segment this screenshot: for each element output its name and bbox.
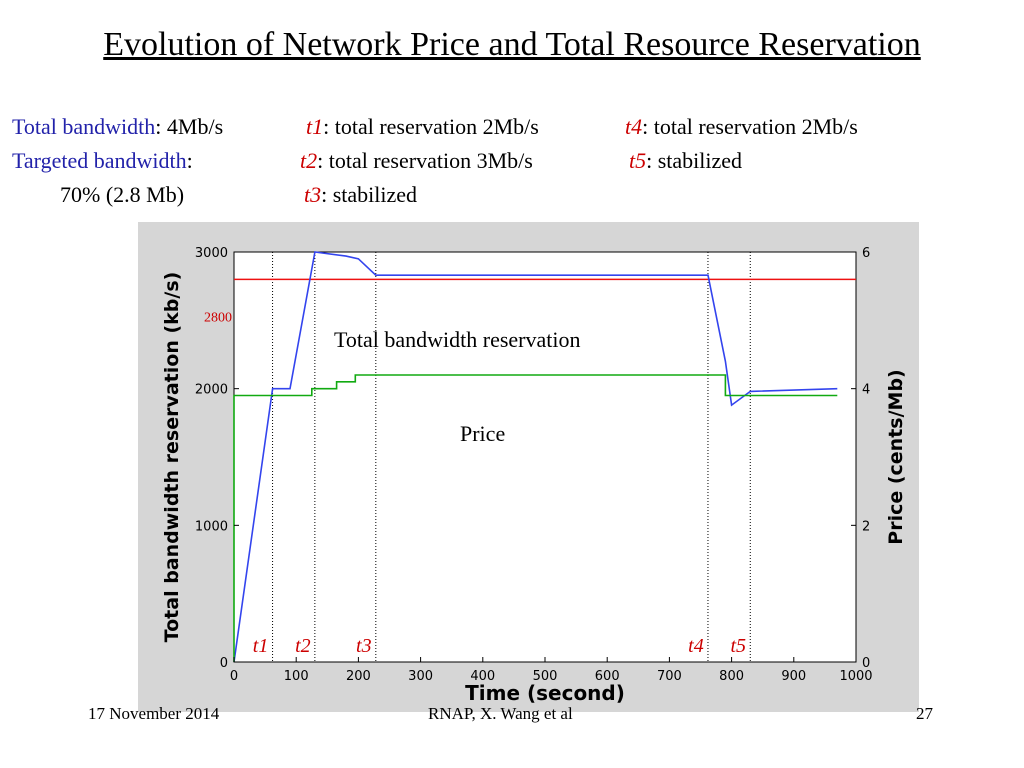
price-series-line — [233, 374, 838, 662]
total-bandwidth-label: Total bandwidth — [12, 114, 156, 139]
info-t5: t5: stabilized — [629, 148, 742, 174]
y-tick-label: 3000 — [195, 246, 228, 261]
x-tick-label: 300 — [408, 669, 433, 684]
x-tick-label: 800 — [719, 669, 744, 684]
targeted-bandwidth-label: Targeted bandwidth — [12, 148, 187, 173]
t4-text: : total reservation 2Mb/s — [642, 114, 858, 139]
x-tick-label: 100 — [284, 669, 309, 684]
footer-author: RNAP, X. Wang et al — [428, 704, 573, 723]
x-axis-label: Time (second) — [465, 681, 625, 705]
targeted-value: 70% (2.8 Mb) — [60, 182, 185, 207]
info-line-2: Targeted bandwidth: — [12, 148, 193, 174]
t1-label: t1 — [306, 114, 324, 139]
info-t4: t4: total reservation 2Mb/s — [625, 114, 858, 140]
series-group — [233, 251, 856, 663]
event-marker-label-t2: t2 — [295, 635, 311, 657]
info-t2: t2: total reservation 3Mb/s — [300, 148, 533, 174]
chart-labels: Time (second) Total bandwidth reservation… — [161, 272, 907, 705]
y2-tick-label: 0 — [862, 656, 870, 671]
footer-page-number: 27 — [916, 704, 933, 723]
x-tick-label: 600 — [595, 669, 620, 684]
y-tick-label: 0 — [220, 656, 228, 671]
x-tick-label: 400 — [470, 669, 495, 684]
x-tick-label: 700 — [657, 669, 682, 684]
chart: t1 t2 t3 t4 t5 0 100 200 300 400 500 600 700 800 900 1… — [161, 246, 907, 705]
t3-text: : stabilized — [321, 182, 418, 207]
y-tick-label: 1000 — [195, 519, 228, 534]
reservation-series-line — [233, 251, 838, 663]
t2-text: : total reservation 3Mb/s — [317, 148, 533, 173]
x-tick-label: 200 — [346, 669, 371, 684]
info-t3: t3: stabilized — [304, 182, 417, 208]
plot-area — [233, 251, 857, 663]
annotation-reservation: Total bandwidth reservation — [334, 327, 581, 352]
target-value-label: 2800 — [204, 310, 232, 325]
annotation-price: Price — [460, 421, 505, 446]
x-tick-label: 1000 — [839, 669, 872, 684]
t5-text: : stabilized — [646, 148, 743, 173]
info-line-1: Total bandwidth: 4Mb/s — [12, 114, 223, 140]
t5-label: t5 — [629, 148, 647, 173]
t4-label: t4 — [625, 114, 643, 139]
chart-panel: t1 t2 t3 t4 t5 0 100 200 300 400 500 600 700 800 900 1… — [138, 222, 919, 712]
t1-text: : total reservation 2Mb/s — [323, 114, 539, 139]
event-marker-label-t4: t4 — [688, 635, 704, 657]
y2-axis-label: Price (cents/Mb) — [885, 369, 907, 544]
event-marker-label-t5: t5 — [730, 635, 746, 657]
x-tick-label: 900 — [781, 669, 806, 684]
footer-date: 17 November 2014 — [88, 704, 220, 723]
event-marker-label-t1: t1 — [253, 635, 269, 657]
y2-tick-label: 6 — [862, 246, 870, 261]
y2-tick-label: 2 — [862, 519, 870, 534]
axis-ticks: 0 100 200 300 400 500 600 700 800 900 100001000200… — [195, 246, 873, 684]
y2-tick-label: 4 — [862, 383, 870, 398]
event-marker-label-t3: t3 — [356, 635, 372, 657]
y-tick-label: 2000 — [195, 383, 228, 398]
t2-label: t2 — [300, 148, 318, 173]
total-bandwidth-value: : 4Mb/s — [155, 114, 224, 139]
targeted-colon: : — [186, 148, 193, 173]
slide-title: Evolution of Network Price and Total Res… — [103, 26, 921, 63]
t3-label: t3 — [304, 182, 322, 207]
x-tick-label: 0 — [230, 669, 238, 684]
info-t1: t1: total reservation 2Mb/s — [306, 114, 539, 140]
event-markers: t1 t2 t3 t4 t5 — [253, 252, 751, 662]
y-axis-label: Total bandwidth reservation (kb/s) — [161, 272, 183, 643]
x-tick-label: 500 — [533, 669, 558, 684]
